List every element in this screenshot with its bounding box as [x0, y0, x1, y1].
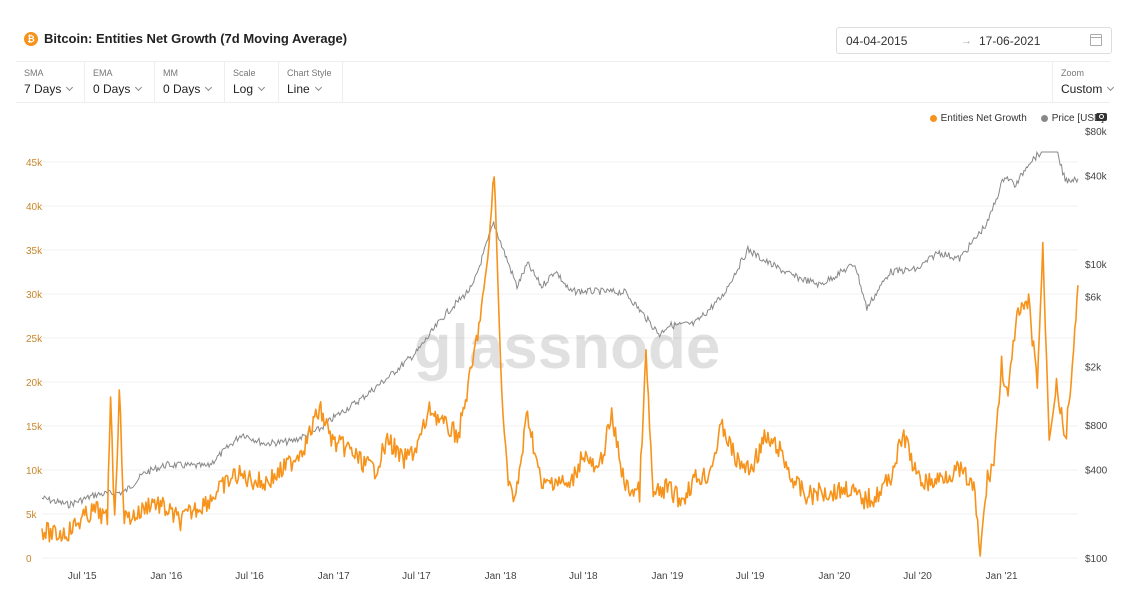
x-tick-label: Jul '18	[569, 571, 598, 582]
zoom-label: Zoom	[1061, 68, 1085, 78]
x-tick-label: Jan '20	[818, 571, 850, 582]
chart-style-value-text: Line	[287, 82, 310, 96]
right-tick-label: $80k	[1085, 127, 1108, 138]
x-axis: Jul '15 Jan '16 Jul '16 Jan '17 Jul '17 Jan '…	[68, 571, 1018, 582]
left-tick-label: 35k	[26, 246, 43, 257]
left-tick-label: 45k	[26, 158, 43, 169]
sma-select[interactable]: SMA 7 Days	[16, 62, 85, 102]
zoom-value-text: Custom	[1061, 82, 1103, 96]
x-tick-label: Jan '18	[485, 571, 517, 582]
date-range-picker[interactable]: 04-04-2015 → 17-06-2021	[836, 27, 1112, 54]
right-axis: $100 $400 $800 $2k $6k $10k $40k $80k	[1085, 127, 1108, 565]
right-tick-label: $400	[1085, 465, 1108, 476]
arrow-right-icon: →	[961, 34, 972, 47]
left-axis: 0 5k 10k 15k 20k 25k 30k 35k 40k 45k	[26, 158, 43, 565]
left-tick-label: 0	[26, 554, 32, 565]
ema-value-text: 0 Days	[93, 82, 131, 96]
mm-select[interactable]: MM 0 Days	[155, 62, 225, 102]
right-tick-label: $800	[1085, 421, 1108, 432]
bitcoin-icon: ₿	[24, 31, 38, 46]
x-tick-label: Jan '19	[651, 571, 683, 582]
right-tick-label: $40k	[1085, 171, 1108, 182]
chart-toolbar: SMA 7 Days EMA 0 Days MM 0 Days Scale Lo…	[16, 61, 1115, 103]
entities-net-growth-line	[41, 176, 1079, 557]
chart-style-value[interactable]: Line	[287, 82, 322, 96]
left-tick-label: 15k	[26, 422, 43, 433]
date-start[interactable]: 04-04-2015	[846, 33, 908, 48]
x-tick-label: Jan '17	[318, 571, 350, 582]
ema-value[interactable]: 0 Days	[93, 82, 143, 96]
price-series	[41, 150, 1079, 509]
mm-value-text: 0 Days	[163, 82, 201, 96]
calendar-icon[interactable]	[1090, 34, 1102, 46]
ema-select[interactable]: EMA 0 Days	[85, 62, 155, 102]
zoom-select[interactable]: Zoom Custom	[1052, 62, 1115, 102]
entities-series	[41, 176, 1079, 557]
x-tick-label: Jul '15	[68, 571, 97, 582]
chart-header: ₿ Bitcoin: Entities Net Growth (7d Movin…	[0, 0, 1134, 60]
price-line	[41, 150, 1079, 509]
left-tick-label: 30k	[26, 290, 43, 301]
left-tick-label: 5k	[26, 510, 38, 521]
scale-value-text: Log	[233, 82, 254, 96]
legend-label: Price [USD]	[1051, 113, 1104, 124]
legend-price-usd[interactable]: Price [USD]	[1040, 113, 1104, 124]
scale-value[interactable]: Log	[233, 82, 266, 96]
legend-dot-gray	[1040, 115, 1048, 122]
scale-label: Scale	[233, 68, 256, 78]
ema-label: EMA	[93, 68, 113, 78]
right-tick-label: $10k	[1085, 260, 1108, 271]
left-tick-label: 20k	[26, 378, 43, 389]
legend-entities-net-growth[interactable]: Entities Net Growth	[929, 113, 1027, 124]
sma-label: SMA	[24, 68, 44, 78]
mm-label: MM	[163, 68, 178, 78]
left-tick-label: 40k	[26, 202, 43, 213]
x-tick-label: Jul '17	[402, 571, 431, 582]
scale-select[interactable]: Scale Log	[225, 62, 279, 102]
left-tick-label: 10k	[26, 466, 43, 477]
sma-value-text: 7 Days	[24, 82, 62, 96]
chart-legend: Entities Net Growth Price [USD]	[916, 113, 1104, 124]
camera-icon[interactable]	[1096, 113, 1107, 121]
mm-value[interactable]: 0 Days	[163, 82, 213, 96]
watermark: glassnode	[414, 313, 721, 382]
zoom-value[interactable]: Custom	[1061, 82, 1115, 96]
right-tick-label: $6k	[1085, 292, 1102, 303]
x-tick-label: Jul '20	[903, 571, 932, 582]
sma-value[interactable]: 7 Days	[24, 82, 74, 96]
right-tick-label: $2k	[1085, 363, 1102, 374]
date-end[interactable]: 17-06-2021	[979, 33, 1041, 48]
legend-label: Entities Net Growth	[940, 113, 1027, 124]
grid-lines	[42, 161, 1078, 559]
x-tick-label: Jul '16	[235, 571, 264, 582]
x-tick-label: Jan '21	[986, 571, 1018, 582]
chart-style-label: Chart Style	[287, 68, 332, 78]
left-tick-label: 25k	[26, 334, 43, 345]
x-tick-label: Jul '19	[736, 571, 765, 582]
title-group: ₿ Bitcoin: Entities Net Growth (7d Movin…	[24, 31, 347, 46]
legend-dot-orange	[929, 115, 937, 122]
right-tick-label: $100	[1085, 554, 1108, 565]
x-tick-label: Jan '16	[150, 571, 182, 582]
chart-title: Bitcoin: Entities Net Growth (7d Moving …	[44, 31, 348, 46]
chart-style-select[interactable]: Chart Style Line	[279, 62, 343, 102]
